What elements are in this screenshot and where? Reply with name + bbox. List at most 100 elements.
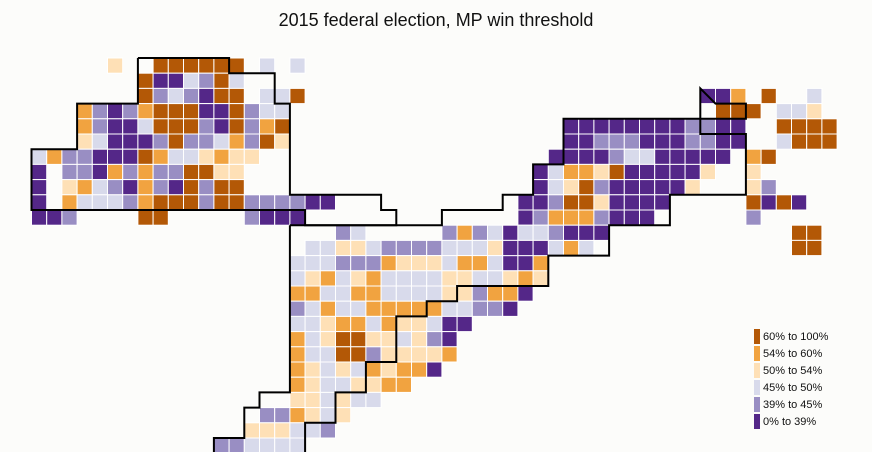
riding-tile — [608, 194, 625, 211]
riding-tile — [517, 255, 534, 272]
riding-tile — [243, 422, 261, 439]
riding-tile — [107, 57, 124, 74]
riding-tile — [319, 239, 336, 257]
riding-tile — [639, 194, 656, 211]
riding-tile — [699, 163, 716, 181]
legend-item: 0% to 39% — [754, 413, 828, 430]
riding-tile — [137, 87, 154, 105]
region-outline — [212, 85, 747, 452]
riding-tile — [304, 331, 321, 348]
riding-tile — [775, 133, 792, 150]
riding-tile — [137, 163, 154, 181]
riding-tile — [654, 163, 671, 181]
riding-tile — [365, 315, 382, 333]
riding-tile — [456, 300, 473, 317]
riding-tile — [791, 194, 808, 211]
riding-tile — [152, 179, 169, 196]
riding-tile — [578, 118, 595, 135]
riding-tile — [806, 239, 823, 257]
riding-tile — [137, 118, 154, 135]
riding-tile — [319, 300, 336, 317]
riding-tile — [563, 209, 580, 226]
riding-tile — [502, 224, 519, 241]
riding-tile — [578, 163, 595, 181]
riding-tile — [228, 87, 245, 105]
riding-tile — [563, 133, 580, 150]
riding-tile — [502, 255, 519, 272]
riding-tile — [213, 57, 230, 74]
riding-tile — [745, 163, 762, 181]
riding-tile — [760, 148, 777, 165]
riding-tile — [107, 133, 124, 150]
riding-tile — [198, 72, 215, 89]
riding-tile — [31, 163, 48, 181]
riding-tile — [441, 300, 458, 317]
riding-tile — [61, 209, 78, 226]
riding-tile — [471, 255, 488, 272]
riding-tile — [411, 346, 428, 363]
riding-tile — [274, 407, 291, 424]
riding-tile — [91, 194, 109, 211]
riding-tile — [395, 315, 412, 333]
riding-tile — [289, 57, 306, 74]
riding-tile — [259, 437, 276, 452]
riding-tile — [715, 148, 732, 165]
riding-tile — [183, 179, 200, 196]
riding-tile — [289, 331, 306, 348]
riding-tile — [107, 118, 124, 135]
riding-tile — [730, 118, 747, 135]
riding-tile — [167, 87, 185, 105]
riding-tile — [365, 331, 382, 348]
riding-tile — [380, 376, 397, 393]
riding-tile — [532, 239, 549, 257]
riding-tile — [715, 118, 732, 135]
riding-tile — [122, 103, 139, 120]
riding-tile — [183, 133, 200, 150]
riding-tile — [411, 331, 428, 348]
riding-tile — [213, 179, 230, 196]
riding-tile — [593, 209, 610, 226]
riding-tile — [730, 133, 747, 150]
riding-tile — [715, 133, 732, 150]
legend-item: 39% to 45% — [754, 396, 828, 413]
riding-tile — [730, 87, 747, 105]
riding-tile — [395, 361, 412, 378]
riding-tile — [243, 209, 261, 226]
riding-tile — [532, 224, 549, 241]
riding-tile — [228, 133, 245, 150]
legend: 60% to 100% 54% to 60% 50% to 54% 45% to… — [754, 328, 828, 430]
legend-label: 39% to 45% — [763, 398, 823, 411]
riding-tile — [547, 179, 564, 196]
riding-tile — [411, 285, 428, 302]
riding-tile — [532, 194, 549, 211]
riding-tile — [791, 103, 808, 120]
riding-tile — [441, 285, 458, 302]
riding-tile — [426, 300, 443, 317]
riding-tile — [243, 148, 261, 165]
riding-tile — [745, 194, 762, 211]
riding-tile — [791, 239, 808, 257]
riding-tile — [274, 194, 291, 211]
riding-tile — [623, 163, 640, 181]
riding-tile — [593, 163, 610, 181]
riding-tile — [684, 148, 701, 165]
riding-tile — [259, 57, 276, 74]
riding-tile — [167, 103, 185, 120]
riding-tile — [411, 361, 428, 378]
riding-tile — [380, 255, 397, 272]
legend-item: 60% to 100% — [754, 328, 828, 345]
riding-tile — [137, 133, 154, 150]
legend-label: 50% to 54% — [763, 364, 823, 377]
riding-tile — [289, 285, 306, 302]
riding-tile — [365, 285, 382, 302]
riding-tile — [380, 346, 397, 363]
riding-tile — [593, 194, 610, 211]
riding-tile — [76, 103, 93, 120]
riding-tile — [639, 209, 656, 226]
riding-tile — [502, 285, 519, 302]
riding-tile — [608, 133, 625, 150]
riding-tile — [395, 346, 412, 363]
riding-tile — [699, 118, 716, 135]
riding-tile — [183, 148, 200, 165]
riding-tile — [152, 72, 169, 89]
